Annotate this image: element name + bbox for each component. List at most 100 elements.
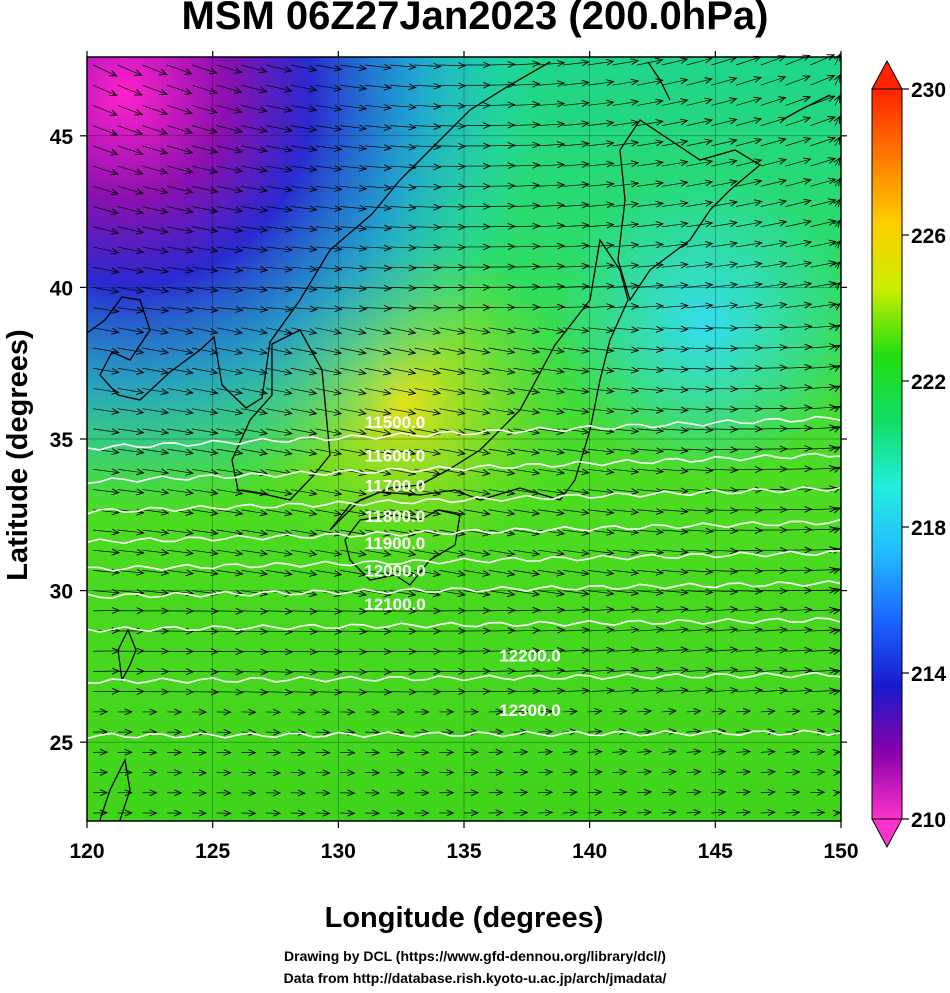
wind-vector (587, 711, 602, 712)
wind-vector (167, 125, 192, 133)
wind-vector (513, 591, 539, 595)
wind-vector (414, 327, 441, 333)
wind-vector (191, 287, 218, 290)
wind-vector (167, 145, 192, 153)
wind-vector (810, 812, 824, 813)
wind-vector (835, 54, 840, 66)
wind-vector (439, 570, 465, 574)
wind-vector (463, 367, 490, 373)
x-tick-label: 120 (69, 840, 104, 863)
x-axis: 120 125 130 135 140 145 150 (69, 51, 859, 863)
wind-vector (340, 105, 366, 108)
wind-vector (760, 609, 787, 611)
wind-vector (686, 99, 712, 106)
wind-vector (488, 145, 515, 146)
wind-vector (340, 428, 366, 434)
wind-vector (562, 650, 589, 651)
wind-vector (290, 327, 316, 333)
wind-vector (315, 247, 342, 249)
wind-vector (142, 105, 167, 114)
wind-vector (142, 429, 168, 433)
wind-vector (711, 629, 737, 631)
wind-vector (785, 180, 811, 187)
wind-vector (92, 287, 119, 292)
wind-vector (340, 448, 366, 454)
wind-vector (191, 469, 218, 473)
wind-vector (142, 347, 168, 353)
wind-vector (637, 244, 663, 247)
wind-vector (612, 670, 638, 672)
wind-vector (142, 125, 167, 134)
colorbar-tick-label: 230 (911, 79, 946, 102)
wind-vector (760, 792, 775, 793)
wind-vector (315, 671, 342, 672)
wind-vector (661, 264, 688, 267)
wind-vector (513, 104, 539, 105)
wind-vector (340, 651, 366, 652)
wind-vector (414, 367, 441, 373)
wind-vector (191, 125, 217, 133)
wind-vector (735, 119, 761, 126)
wind-vector (562, 286, 589, 287)
wind-vector (686, 429, 713, 430)
wind-vector (266, 287, 292, 289)
wind-vector (835, 589, 840, 590)
wind-vector (167, 428, 193, 433)
wind-vector (488, 125, 515, 126)
contour-label: 12000.0 (364, 561, 425, 580)
wind-vector (266, 529, 292, 534)
wind-vector (835, 508, 840, 510)
wind-vector (266, 308, 292, 310)
wind-vector (340, 65, 366, 69)
wind-vector (736, 510, 762, 511)
wind-vector (315, 287, 342, 289)
wind-vector (290, 388, 317, 393)
wind-vector (142, 266, 168, 271)
wind-vector (538, 124, 564, 126)
wind-vector (785, 159, 811, 167)
x-tick-label: 145 (698, 840, 733, 863)
wind-vector (612, 183, 638, 186)
wind-vector (661, 100, 687, 106)
wind-vector (488, 549, 515, 554)
wind-vector (290, 549, 317, 554)
wind-vector (686, 670, 713, 672)
wind-vector (587, 388, 614, 391)
wind-vector (340, 347, 365, 353)
wind-vector (241, 64, 266, 72)
wind-vector (216, 267, 243, 270)
wind-vector (290, 671, 317, 672)
wind-vector (92, 226, 118, 233)
wind-vector (216, 145, 242, 152)
wind-vector (810, 179, 835, 187)
wind-vector (785, 347, 812, 348)
wind-vector (785, 469, 812, 470)
wind-vector (513, 469, 539, 473)
wind-vector (711, 812, 725, 813)
wind-vector (340, 489, 366, 495)
wind-vector (513, 409, 539, 413)
wind-vector (637, 285, 663, 287)
wind-vector (117, 226, 143, 233)
wind-vector (191, 84, 217, 93)
wind-vector (241, 367, 267, 373)
wind-vector (661, 751, 676, 752)
wind-vector (538, 185, 564, 187)
wind-vector (736, 711, 750, 712)
wind-vector (835, 158, 840, 167)
wind-vector (117, 125, 143, 135)
wind-vector (562, 570, 589, 573)
wind-vector (92, 125, 117, 135)
wind-vector (266, 428, 292, 434)
wind-vector (785, 792, 800, 793)
wind-vector (216, 468, 243, 473)
wind-vector (389, 388, 416, 393)
wind-vector (587, 61, 614, 65)
wind-vector (810, 691, 836, 692)
wind-vector (463, 468, 490, 473)
wind-vector (513, 226, 539, 227)
wind-vector (835, 427, 840, 429)
wind-vector (538, 691, 564, 692)
wind-vector (340, 327, 365, 333)
wind-vector (538, 225, 564, 226)
